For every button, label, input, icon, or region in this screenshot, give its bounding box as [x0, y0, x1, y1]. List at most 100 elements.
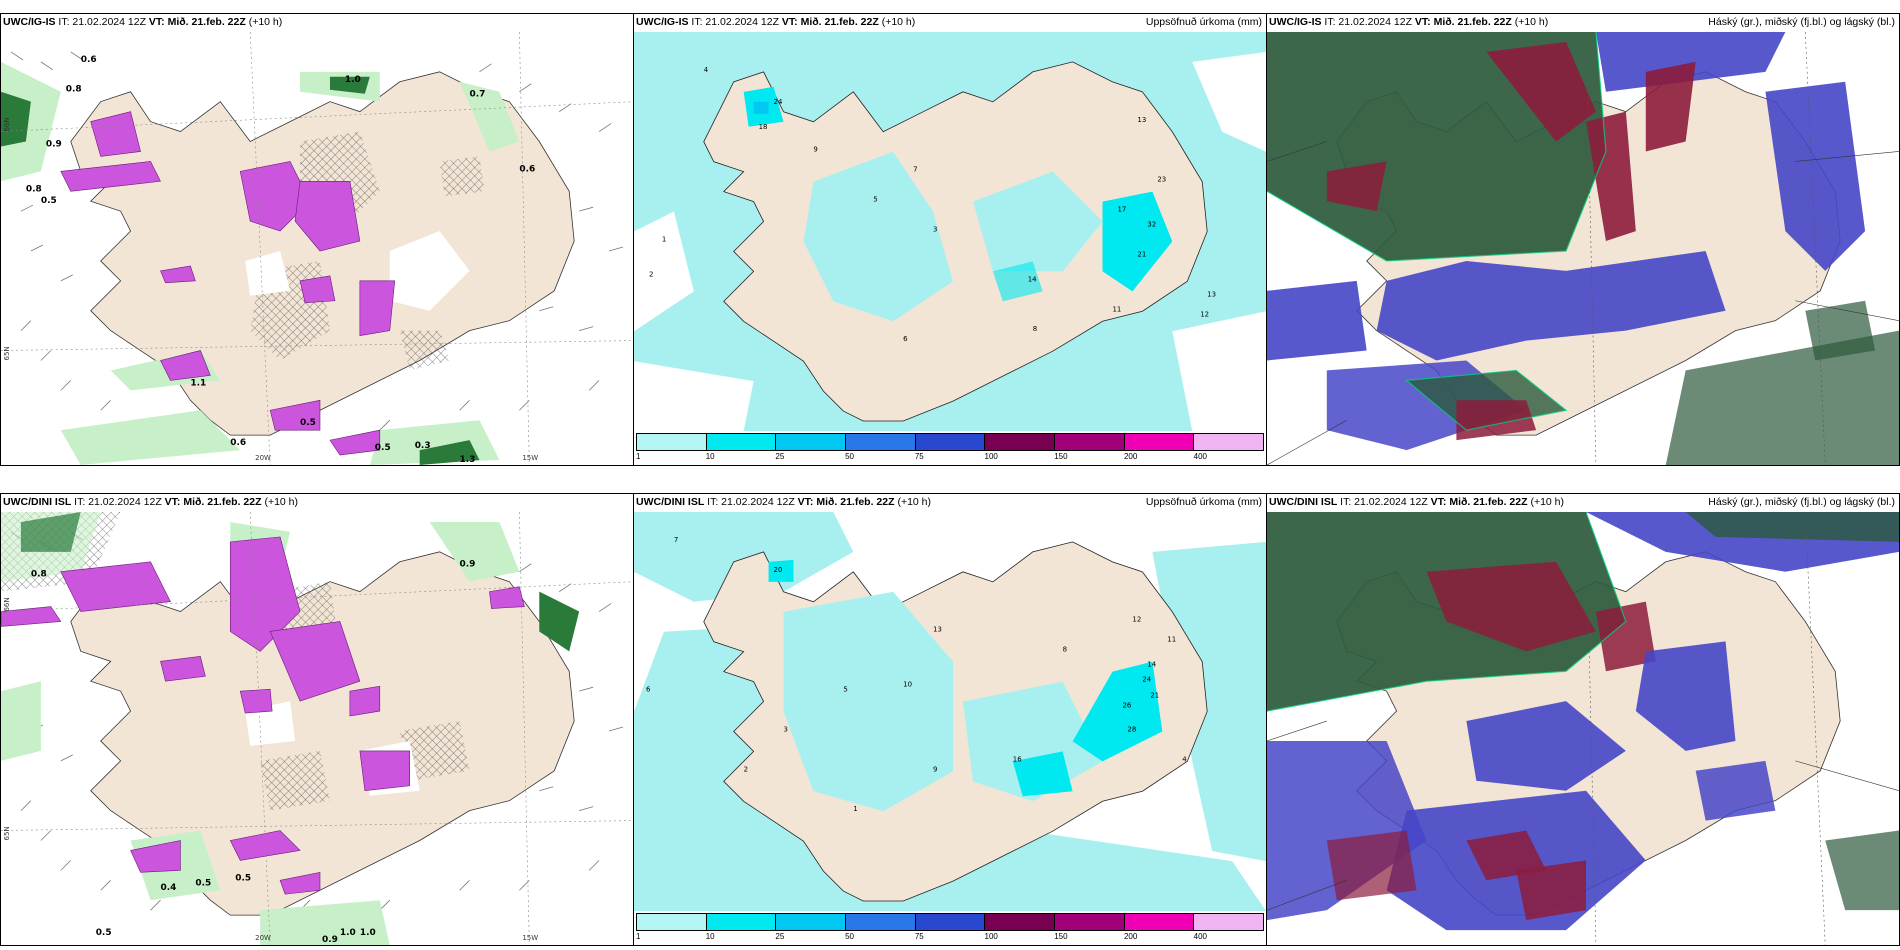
panel-header: UWC/IG-IS IT: 21.02.2024 12Z VT: Mið. 21… [636, 16, 1262, 30]
map-clouds[interactable] [1267, 512, 1899, 945]
map-snow-rain-wind[interactable]: 20W 15W 66N 65N 0.6 1.0 0.8 0.9 0.7 0.6 … [1, 32, 633, 465]
value: 0.9 [322, 935, 338, 945]
precip-value: 16 [1013, 755, 1022, 763]
precip-value: 11 [1167, 636, 1176, 644]
lead-time: (+10 h) [1530, 496, 1565, 508]
panel-top-right: UWC/IG-IS IT: 21.02.2024 12Z VT: Mið. 21… [1266, 13, 1900, 466]
legend-colorbar [636, 433, 1264, 451]
legend-tick: 400 [1193, 932, 1208, 941]
precip-value: 2 [649, 270, 653, 278]
model-name: UWC/IG-IS [1269, 16, 1322, 28]
field-title: Háský (gr.), miðský (fj.bl.) og lágský (… [1708, 16, 1895, 28]
precip-value: 18 [759, 123, 768, 131]
lead-time: (+10 h) [1514, 16, 1549, 28]
panel-header: UWC/IG-IS IT: 21.02.2024 12Z VT: Mið. 21… [3, 16, 629, 30]
legend-tick: 75 [914, 452, 924, 461]
lon-15w-label: 15W [522, 454, 538, 462]
value: 0.7 [470, 90, 486, 100]
legend-tick: 50 [845, 932, 855, 941]
legend-tick: 50 [845, 452, 855, 461]
valid-time: VT: Mið. 21.feb. 22Z [781, 16, 879, 28]
init-time: IT: 21.02.2024 12Z [707, 496, 795, 508]
precip-value: 1 [853, 805, 857, 813]
value: 0.5 [300, 418, 316, 428]
value: 0.6 [230, 438, 246, 448]
init-time: IT: 21.02.2024 12Z [74, 496, 162, 508]
precip-legend: 1 10 25 50 75 100 150 200 400 [636, 913, 1264, 943]
precip-value: 5 [843, 686, 847, 694]
precip-value: 14 [1028, 275, 1037, 283]
precip-value: 32 [1147, 221, 1156, 229]
iceland-land [703, 61, 1208, 422]
precip-value: 4 [704, 66, 709, 74]
legend-tick: 150 [1054, 932, 1068, 941]
field-title: Uppsöfnuð úrkoma (mm) [1145, 496, 1262, 508]
value: 0.5 [41, 196, 57, 206]
value: 1.0 [340, 928, 356, 938]
legend-tick: 25 [775, 932, 785, 941]
panel-header: UWC/DINI ISL IT: 21.02.2024 12Z VT: Mið.… [1269, 496, 1895, 510]
precip-value: 24 [774, 98, 783, 106]
field-title: Uppsöfnuð úrkoma (mm) [1145, 16, 1262, 28]
value: 0.8 [66, 85, 82, 95]
precip-value: 7 [674, 536, 678, 544]
legend-tick: 25 [775, 452, 785, 461]
panel-header: UWC/DINI ISL IT: 21.02.2024 12Z VT: Mið.… [3, 496, 629, 510]
valid-time: VT: Mið. 21.feb. 22Z [164, 496, 262, 508]
lead-time: (+10 h) [897, 496, 932, 508]
precip-value: 13 [933, 626, 942, 634]
legend-tick: 100 [984, 932, 998, 941]
legend-tick: 10 [705, 452, 715, 461]
lead-time: (+10 h) [248, 16, 283, 28]
valid-time: VT: Mið. 21.feb. 22Z [1414, 16, 1512, 28]
legend-ticks: 1 10 25 50 75 100 150 200 400 [636, 451, 1264, 463]
value: 0.9 [46, 139, 62, 149]
legend-tick: 100 [984, 452, 998, 461]
precip-value: 9 [813, 146, 817, 154]
precip-value: 3 [784, 725, 788, 733]
value: 0.8 [31, 570, 47, 580]
init-time: IT: 21.02.2024 12Z [1324, 16, 1412, 28]
model-name: UWC/IG-IS [3, 16, 56, 28]
panel-header: UWC/DINI ISL IT: 21.02.2024 12Z VT: Mið.… [636, 496, 1262, 510]
precip-value: 17 [1117, 206, 1126, 214]
precip-value: 3 [933, 225, 937, 233]
legend-tick: 200 [1123, 932, 1138, 941]
map-clouds[interactable] [1267, 32, 1899, 465]
legend-tick: 200 [1123, 452, 1138, 461]
value: 0.8 [26, 184, 42, 194]
field-title: Háský (gr.), miðský (fj.bl.) og lágský (… [1708, 496, 1895, 508]
value: 0.5 [235, 873, 251, 883]
precip-value: 24 [1142, 676, 1151, 684]
legend-tick: 1 [636, 932, 641, 941]
precip-value: 5 [873, 196, 877, 204]
value: 0.4 [160, 883, 176, 893]
legend-tick: 10 [705, 932, 715, 941]
map-precipitation[interactable]: 7 6 20 10 12 14 16 24 21 26 28 13 8 5 4 … [634, 512, 1266, 911]
precip-value: 12 [1132, 616, 1141, 624]
lat-66n-label: 66N [3, 597, 11, 611]
lon-15w-label: 15W [522, 934, 538, 942]
lat-65n-label: 65N [3, 826, 11, 840]
precip-value: 8 [1063, 646, 1067, 654]
precip-value: 26 [1122, 702, 1131, 710]
precip-value: 7 [913, 166, 917, 174]
legend-ticks: 1 10 25 50 75 100 150 200 400 [636, 931, 1264, 943]
precip-value: 10 [903, 681, 912, 689]
model-name: UWC/DINI ISL [636, 496, 705, 508]
map-precipitation[interactable]: 4 24 18 9 13 7 23 32 17 21 14 13 12 5 3 … [634, 32, 1266, 431]
map-snow-rain-wind[interactable]: 20W 15W 66N 65N 0.8 0.9 0.5 0.5 1.0 0.9 … [1, 512, 633, 945]
snow-areas [60, 111, 396, 456]
init-time: IT: 21.02.2024 12Z [1340, 496, 1428, 508]
legend-colorbar [636, 913, 1264, 931]
model-name: UWC/DINI ISL [3, 496, 72, 508]
value: 1.3 [460, 455, 476, 465]
init-time: IT: 21.02.2024 12Z [691, 16, 779, 28]
panel-bot-left: UWC/DINI ISL IT: 21.02.2024 12Z VT: Mið.… [0, 493, 634, 946]
init-time: IT: 21.02.2024 12Z [58, 16, 146, 28]
valid-time: VT: Mið. 21.feb. 22Z [1430, 496, 1528, 508]
low-cloud-area [1376, 250, 1726, 361]
precip-value: 21 [1137, 250, 1146, 258]
mid-cloud-area [1486, 41, 1596, 142]
precip-value: 28 [1127, 725, 1136, 733]
